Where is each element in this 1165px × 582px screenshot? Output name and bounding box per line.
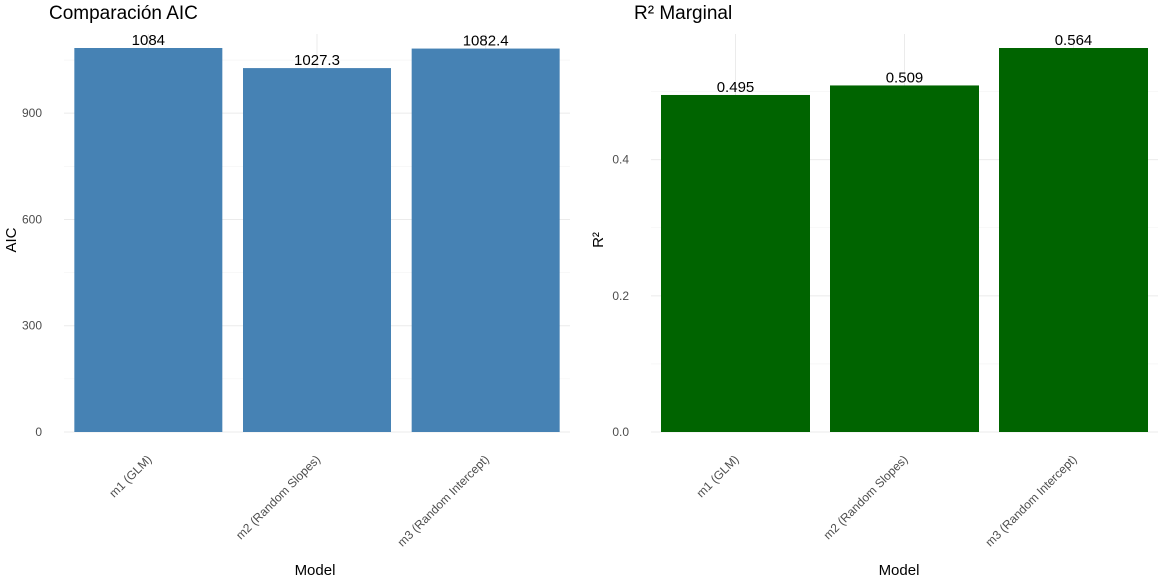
r2-bar-value-label: 0.495 [717, 79, 755, 96]
r2-y-axis-title: R² [590, 232, 607, 248]
r2-x-tick-label: m1 (GLM) [694, 452, 742, 500]
r2-y-tick-label: 0.4 [612, 153, 629, 167]
aic-bar-3 [411, 48, 560, 433]
r2-bar-2 [830, 85, 979, 432]
aic-bar-value-label: 1027.3 [294, 52, 340, 69]
r2-x-tick-label: m3 (Random Intercept) [982, 452, 1079, 549]
aic-x-tick-label: m2 (Random Slopes) [233, 452, 323, 542]
r2-x-axis-title: Model [879, 562, 920, 579]
r2-y-tick-label: 0.2 [612, 289, 629, 303]
r2-bar-1 [661, 94, 810, 432]
aic-y-tick-label: 900 [22, 106, 42, 120]
aic-x-axis-title: Model [295, 562, 336, 579]
aic-bar-1 [74, 48, 223, 432]
aic-y-axis-title: AIC [3, 227, 20, 252]
aic-chart-title: Comparación AIC [49, 3, 198, 24]
aic-x-tick-label: m3 (Random Intercept) [395, 452, 492, 549]
r2-bar-3 [999, 48, 1148, 432]
aic-panel: Comparación AIC Model AIC 0 300 600 900 1084… [3, 3, 570, 579]
aic-y-tick-label: 600 [22, 212, 42, 226]
aic-bar-value-label: 1084 [132, 32, 165, 49]
aic-y-tick-label: 300 [22, 319, 42, 333]
r2-bar-value-label: 0.509 [886, 69, 924, 86]
aic-bar-value-label: 1082.4 [463, 33, 509, 50]
r2-chart-title: R² Marginal [634, 3, 732, 24]
r2-panel: R² Marginal Model R² 0.0 0.2 0.4 0.495 0.509… [590, 3, 1158, 579]
aic-x-tick-label: m1 (GLM) [106, 452, 154, 500]
r2-y-tick-label: 0.0 [612, 425, 629, 439]
aic-bar-2 [243, 68, 391, 433]
r2-bar-value-label: 0.564 [1055, 32, 1093, 49]
aic-y-tick-label: 0 [35, 425, 42, 439]
r2-x-tick-label: m2 (Random Slopes) [821, 452, 911, 542]
